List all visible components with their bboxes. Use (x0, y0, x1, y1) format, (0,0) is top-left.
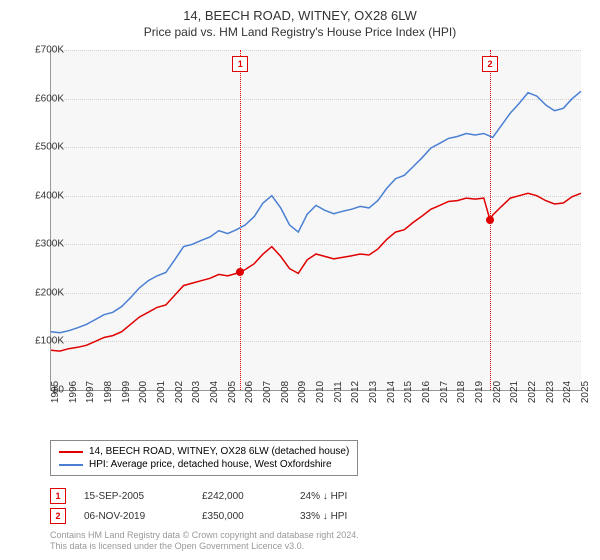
series-hpi (51, 91, 581, 332)
x-tick-label: 2012 (350, 381, 361, 403)
event-date: 15-SEP-2005 (84, 491, 184, 502)
x-tick-label: 2006 (244, 381, 255, 403)
legend-swatch (59, 451, 83, 453)
x-tick-label: 1995 (50, 381, 61, 403)
x-tick-label: 1996 (68, 381, 79, 403)
legend-label: HPI: Average price, detached house, West… (89, 459, 332, 470)
x-tick-label: 2016 (421, 381, 432, 403)
x-tick-label: 1999 (121, 381, 132, 403)
y-tick-label: £600K (14, 93, 64, 104)
x-tick-label: 2001 (156, 381, 167, 403)
x-tick-label: 1998 (103, 381, 114, 403)
event-price: £350,000 (202, 511, 282, 522)
x-tick-label: 2008 (280, 381, 291, 403)
events-table: 1 15-SEP-2005 £242,000 24% ↓ HPI 2 06-NOV-201… (50, 486, 347, 526)
chart-container: 14, BEECH ROAD, WITNEY, OX28 6LW Price p… (0, 0, 600, 560)
credit-text: Contains HM Land Registry data © Crown c… (50, 530, 359, 552)
series-property (51, 193, 581, 351)
y-tick-label: £300K (14, 239, 64, 250)
x-tick-label: 2011 (333, 381, 344, 403)
event-delta: 33% ↓ HPI (300, 511, 347, 522)
x-tick-label: 2015 (403, 381, 414, 403)
event-delta: 24% ↓ HPI (300, 491, 347, 502)
chart-subtitle: Price paid vs. HM Land Registry's House … (0, 23, 600, 39)
event-row: 2 06-NOV-2019 £350,000 33% ↓ HPI (50, 506, 347, 526)
x-tick-label: 2003 (191, 381, 202, 403)
x-tick-label: 2021 (509, 381, 520, 403)
event-marker-1: 1 (232, 56, 248, 72)
event-point-1 (236, 268, 244, 276)
x-tick-label: 2018 (456, 381, 467, 403)
x-tick-label: 2023 (545, 381, 556, 403)
legend-item: 14, BEECH ROAD, WITNEY, OX28 6LW (detach… (59, 445, 349, 458)
y-tick-label: £400K (14, 190, 64, 201)
x-tick-label: 2004 (209, 381, 220, 403)
legend: 14, BEECH ROAD, WITNEY, OX28 6LW (detach… (50, 440, 358, 476)
event-marker-icon: 2 (50, 508, 66, 524)
line-series (51, 50, 581, 390)
x-tick-label: 2009 (297, 381, 308, 403)
x-tick-label: 2007 (262, 381, 273, 403)
x-tick-label: 1997 (85, 381, 96, 403)
credit-line2: This data is licensed under the Open Gov… (50, 541, 359, 552)
x-tick-label: 2010 (315, 381, 326, 403)
x-tick-label: 2022 (527, 381, 538, 403)
x-tick-label: 2005 (227, 381, 238, 403)
y-tick-label: £700K (14, 45, 64, 56)
x-tick-label: 2025 (580, 381, 591, 403)
event-marker-2: 2 (482, 56, 498, 72)
event-row: 1 15-SEP-2005 £242,000 24% ↓ HPI (50, 486, 347, 506)
x-tick-label: 2014 (386, 381, 397, 403)
y-tick-label: £200K (14, 287, 64, 298)
legend-swatch (59, 464, 83, 466)
x-tick-label: 2019 (474, 381, 485, 403)
legend-label: 14, BEECH ROAD, WITNEY, OX28 6LW (detach… (89, 446, 349, 457)
credit-line1: Contains HM Land Registry data © Crown c… (50, 530, 359, 541)
event-price: £242,000 (202, 491, 282, 502)
x-tick-label: 2000 (138, 381, 149, 403)
event-date: 06-NOV-2019 (84, 511, 184, 522)
x-tick-label: 2013 (368, 381, 379, 403)
y-tick-label: £500K (14, 142, 64, 153)
y-tick-label: £100K (14, 336, 64, 347)
x-tick-label: 2002 (174, 381, 185, 403)
x-tick-label: 2017 (439, 381, 450, 403)
event-marker-icon: 1 (50, 488, 66, 504)
chart-title: 14, BEECH ROAD, WITNEY, OX28 6LW (0, 0, 600, 23)
plot-area: 12 (50, 50, 581, 391)
legend-item: HPI: Average price, detached house, West… (59, 458, 349, 471)
x-tick-label: 2020 (492, 381, 503, 403)
x-tick-label: 2024 (562, 381, 573, 403)
event-point-2 (486, 216, 494, 224)
